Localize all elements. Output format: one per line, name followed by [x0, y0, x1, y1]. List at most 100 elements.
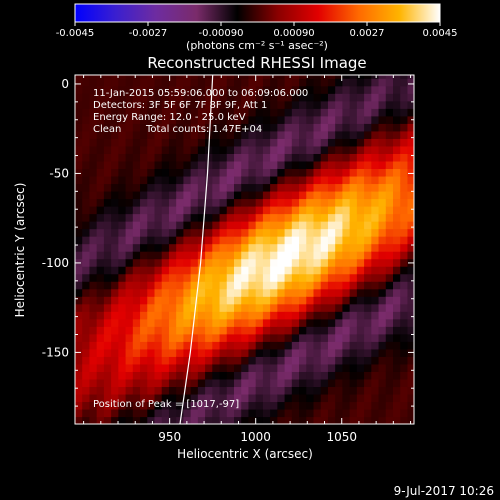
heatmap-cell: [96, 183, 105, 192]
heatmap-cell: [306, 145, 315, 154]
heatmap-cell: [190, 326, 199, 335]
heatmap-cell: [349, 100, 358, 109]
heatmap-cell: [371, 303, 380, 312]
heatmap-cell: [205, 273, 213, 282]
heatmap-cell: [255, 160, 264, 170]
heatmap-cell: [262, 371, 271, 380]
heatmap-cell: [248, 75, 257, 79]
heatmap-cell: [205, 288, 213, 297]
heatmap-cell: [125, 183, 134, 192]
heatmap-cell: [349, 198, 358, 207]
heatmap-cell: [241, 258, 250, 267]
heatmap-cell: [111, 123, 119, 132]
heatmap-cell: [306, 130, 315, 139]
heatmap-cell: [277, 75, 286, 79]
heatmap-cell: [82, 318, 91, 327]
heatmap-cell: [327, 153, 336, 162]
heatmap-cell: [125, 153, 134, 162]
heatmap-cell: [82, 145, 91, 154]
heatmap-cell: [378, 341, 387, 350]
heatmap-cell: [385, 371, 394, 380]
heatmap-cell: [205, 266, 213, 275]
heatmap-cell: [320, 378, 329, 388]
heatmap-cell: [183, 160, 192, 170]
heatmap-cell: [378, 123, 387, 132]
heatmap-cell: [154, 85, 163, 94]
heatmap-cell: [147, 168, 156, 177]
heatmap-cell: [327, 378, 336, 388]
heatmap-cell: [82, 333, 91, 342]
heatmap-cell: [364, 123, 372, 132]
heatmap-cell: [385, 341, 394, 350]
heatmap-cell: [111, 100, 119, 109]
heatmap-cell: [306, 281, 315, 290]
heatmap-cell: [393, 266, 401, 275]
heatmap-cell: [234, 78, 242, 87]
heatmap-cell: [89, 228, 98, 237]
heatmap-cell: [118, 371, 127, 380]
heatmap-cell: [255, 138, 264, 147]
heatmap-cell: [313, 190, 322, 200]
heatmap-cell: [161, 401, 170, 410]
heatmap-cell: [277, 408, 286, 418]
heatmap-cell: [393, 356, 401, 365]
heatmap-cell: [190, 236, 199, 245]
heatmap-cell: [277, 416, 286, 424]
heatmap-cell: [291, 160, 300, 170]
heatmap-cell: [393, 251, 401, 260]
heatmap-cell: [197, 326, 206, 335]
heatmap-cell: [205, 378, 213, 388]
heatmap-cell: [82, 303, 91, 312]
heatmap-cell: [226, 100, 235, 109]
heatmap-cell: [356, 123, 365, 132]
heatmap-cell: [89, 175, 98, 185]
heatmap-cell: [248, 401, 257, 410]
heatmap-cell: [168, 258, 177, 267]
heatmap-cell: [407, 123, 414, 132]
heatmap-cell: [190, 100, 199, 109]
heatmap-cell: [284, 251, 293, 260]
heatmap-cell: [299, 100, 307, 109]
heatmap-cell: [197, 371, 206, 380]
heatmap-cell: [205, 153, 213, 162]
heatmap-cell: [349, 281, 358, 290]
heatmap-cell: [241, 160, 250, 170]
heatmap-cell: [356, 190, 365, 200]
heatmap-cell: [255, 115, 264, 124]
heatmap-cell: [176, 318, 185, 327]
heatmap-cell: [183, 190, 192, 200]
heatmap-cell: [262, 160, 271, 170]
heatmap-cell: [277, 393, 286, 403]
heatmap-cell: [111, 311, 119, 320]
heatmap-cell: [125, 93, 134, 102]
heatmap-cell: [140, 85, 148, 94]
heatmap-cell: [183, 138, 192, 147]
heatmap-cell: [140, 348, 148, 357]
heatmap-cell: [393, 175, 401, 185]
heatmap-cell: [75, 228, 83, 237]
heatmap-cell: [270, 100, 278, 109]
heatmap-cell: [400, 333, 409, 342]
heatmap-cell: [82, 190, 91, 200]
heatmap-cell: [277, 130, 286, 139]
heatmap-cell: [277, 251, 286, 260]
heatmap-cell: [161, 386, 170, 395]
heatmap-cell: [349, 236, 358, 245]
heatmap-cell: [219, 363, 228, 372]
heatmap-cell: [212, 175, 221, 185]
heatmap-cell: [270, 243, 278, 252]
heatmap-cell: [277, 100, 286, 109]
heatmap-cell: [75, 251, 83, 260]
heatmap-cell: [96, 371, 105, 380]
heatmap-cell: [378, 85, 387, 94]
heatmap-cell: [335, 363, 344, 372]
heatmap-cell: [111, 273, 119, 282]
heatmap-cell: [378, 273, 387, 282]
heatmap-cell: [400, 198, 409, 207]
heatmap-cell: [161, 371, 170, 380]
heatmap-cell: [320, 130, 329, 139]
heatmap-cell: [205, 78, 213, 87]
heatmap-cell: [306, 85, 315, 94]
heatmap-cell: [320, 206, 329, 215]
heatmap-cell: [161, 393, 170, 403]
